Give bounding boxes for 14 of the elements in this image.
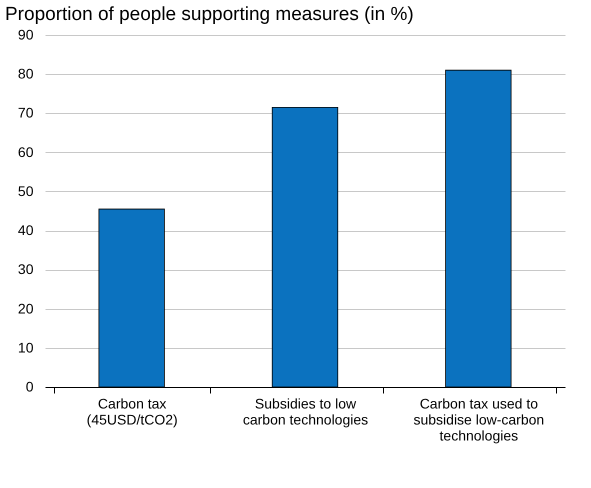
y-tick-label: 60 xyxy=(18,144,34,160)
y-tick-label: 50 xyxy=(18,182,34,199)
x-tick-label: Carbon tax used to subsidise low-carbon technologies xyxy=(413,396,544,444)
chart-title: Proportion of people supporting measures (in %) xyxy=(5,4,414,25)
x-tick-label: Subsidies to low carbon technologies xyxy=(242,396,368,428)
y-tick-label: 80 xyxy=(18,66,34,82)
y-tick-label: 30 xyxy=(18,261,34,278)
x-tick-label: Carbon tax (45USD/tCO2) xyxy=(86,396,178,428)
y-tick-label: 70 xyxy=(18,104,34,121)
y-tick-label: 0 xyxy=(26,378,34,394)
y-tick-label: 40 xyxy=(18,222,34,238)
y-tick-label: 90 xyxy=(18,26,34,42)
y-tick-label: 20 xyxy=(18,300,34,316)
y-tick-label: 10 xyxy=(18,339,34,356)
